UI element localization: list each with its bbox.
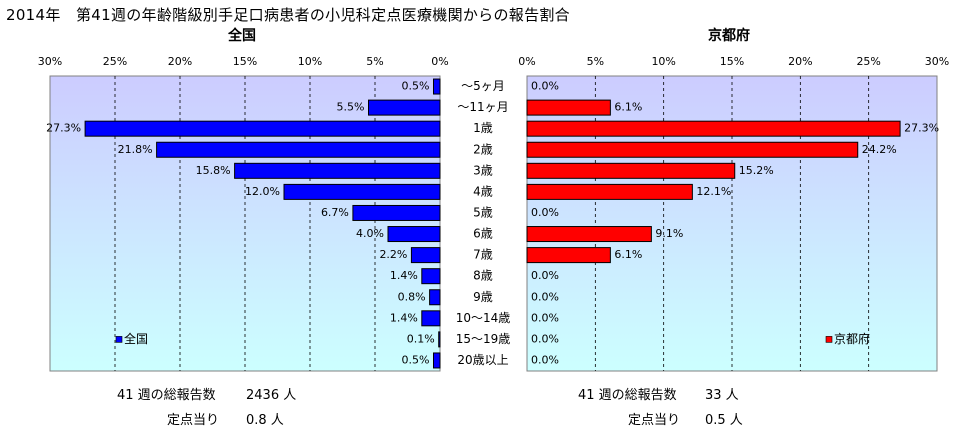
left-tick-label: 30% (38, 55, 62, 68)
right-value-label: 24.2% (862, 143, 897, 156)
right-bar (526, 141, 859, 158)
right-legend-label: 京都府 (834, 331, 870, 346)
left-tick-label: 20% (168, 55, 192, 68)
left-bar (421, 310, 441, 327)
right-panel-title: 京都府 (708, 28, 750, 44)
right-value-label: 15.2% (739, 164, 774, 177)
left-bar (433, 352, 441, 369)
left-value-label: 4.0% (356, 227, 384, 240)
left-legend-label: 全国 (124, 331, 148, 346)
left-bar (387, 226, 441, 243)
left-tick-label: 10% (298, 55, 322, 68)
right-tick-label: 0% (518, 55, 535, 68)
chart-main-title: 2014年 第41週の年齢階級別手足口病患者の小児科定点医療機関からの報告割合 (6, 6, 570, 24)
right-value-label: 27.3% (904, 122, 939, 135)
left-bar (368, 99, 441, 116)
category-label: 15～19歳 (456, 332, 511, 346)
right-bar (526, 99, 611, 116)
left-tick-label: 15% (233, 55, 257, 68)
right-value-label: 0.0% (531, 80, 559, 93)
right-total-label: 41 週の総報告数 (578, 388, 677, 403)
right-value-label: 0.0% (531, 290, 559, 303)
left-value-label: 12.0% (245, 185, 280, 198)
category-label: 9歳 (473, 290, 493, 304)
category-label: 20歳以上 (457, 353, 508, 367)
right-value-label: 0.0% (531, 206, 559, 219)
right-bar (526, 162, 736, 179)
left-bar (433, 78, 441, 95)
right-bar (526, 183, 693, 200)
category-label: ～11ヶ月 (457, 100, 508, 114)
right-tick-label: 5% (587, 55, 604, 68)
right-tick-label: 15% (720, 55, 744, 68)
category-label: 2歳 (473, 142, 493, 156)
left-value-label: 2.2% (379, 248, 407, 261)
left-bar (421, 268, 441, 285)
right-bar (526, 247, 611, 264)
right-value-label: 0.0% (531, 353, 559, 366)
left-bar (84, 120, 441, 137)
right-total-value: 33 人 (705, 388, 739, 403)
right-value-label: 6.1% (614, 248, 642, 261)
left-value-label: 0.8% (398, 290, 426, 303)
left-legend-swatch (115, 336, 123, 343)
right-per-value: 0.5 人 (705, 413, 743, 428)
right-per-label: 定点当り (628, 413, 681, 428)
left-total-value: 2436 人 (246, 388, 297, 403)
right-tick-label: 25% (856, 55, 880, 68)
right-tick-label: 10% (651, 55, 675, 68)
left-panel-title: 全国 (228, 28, 256, 44)
left-bar (352, 204, 441, 221)
category-label: 10～14歳 (456, 311, 511, 325)
right-bar (526, 226, 652, 243)
category-label: 3歳 (473, 163, 493, 177)
category-label: 7歳 (473, 248, 493, 262)
category-label: 8歳 (473, 269, 493, 283)
left-value-label: 1.4% (390, 269, 418, 282)
left-per-value: 0.8 人 (246, 413, 284, 428)
left-value-label: 0.5% (402, 353, 430, 366)
left-value-label: 0.1% (407, 332, 435, 345)
left-value-label: 6.7% (321, 206, 349, 219)
category-label: 5歳 (473, 205, 493, 219)
left-value-label: 15.8% (196, 164, 231, 177)
right-legend-swatch (825, 336, 833, 343)
right-value-label: 9.1% (655, 227, 683, 240)
left-per-label: 定点当り (167, 413, 220, 428)
left-bar (429, 289, 441, 306)
right-value-label: 0.0% (531, 269, 559, 282)
category-label: 6歳 (473, 227, 493, 241)
left-value-label: 21.8% (118, 143, 153, 156)
right-value-label: 0.0% (531, 332, 559, 345)
left-tick-label: 0% (431, 55, 448, 68)
right-tick-label: 20% (788, 55, 812, 68)
right-value-label: 6.1% (614, 101, 642, 114)
left-tick-label: 5% (366, 55, 383, 68)
left-bar (283, 183, 441, 200)
right-tick-label: 30% (925, 55, 949, 68)
left-value-label: 1.4% (390, 311, 418, 324)
left-bar (438, 331, 441, 348)
right-bar (526, 120, 901, 137)
category-label: 4歳 (473, 184, 493, 198)
right-value-label: 12.1% (696, 185, 731, 198)
left-value-label: 5.5% (337, 101, 365, 114)
left-value-label: 27.3% (46, 122, 81, 135)
left-bar (234, 162, 441, 179)
left-bar (410, 247, 441, 264)
category-label: 1歳 (473, 121, 493, 135)
left-value-label: 0.5% (402, 80, 430, 93)
category-label: ～5ヶ月 (461, 79, 505, 93)
left-bar (156, 141, 441, 158)
left-tick-label: 25% (103, 55, 127, 68)
left-total-label: 41 週の総報告数 (117, 388, 216, 403)
right-value-label: 0.0% (531, 311, 559, 324)
